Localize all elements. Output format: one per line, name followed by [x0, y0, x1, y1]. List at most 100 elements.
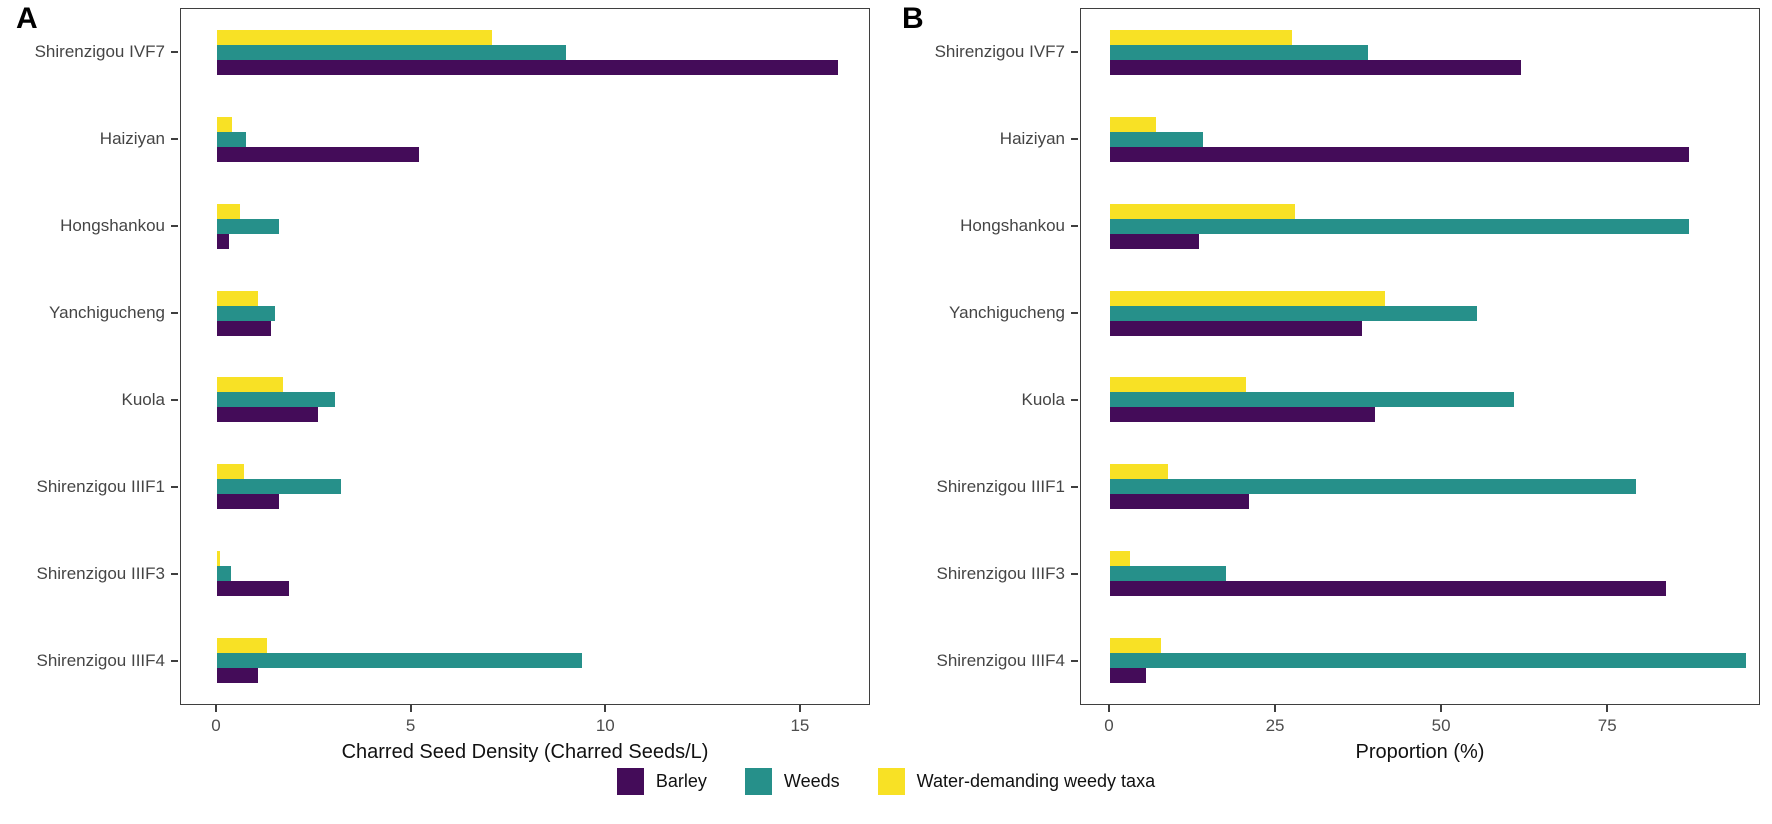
y-tick: [1071, 224, 1078, 227]
bar-weeds: [1109, 218, 1690, 234]
bar-water-demanding-weedy-taxa: [1109, 464, 1169, 480]
bar-barley: [216, 59, 838, 75]
x-tick: [409, 705, 412, 712]
y-tick: [171, 224, 178, 227]
bar-water-demanding-weedy-taxa: [216, 638, 268, 654]
legend-item-barley: Barley: [616, 768, 707, 795]
bar-group: [1081, 96, 1759, 183]
bar-water-demanding-weedy-taxa: [1109, 290, 1385, 306]
bar-weeds: [216, 653, 582, 669]
bar-barley: [1109, 320, 1362, 336]
y-axis-row: Shirenzigou IVF7: [886, 8, 1078, 95]
bar-barley: [216, 494, 279, 510]
bar-weeds: [216, 44, 567, 60]
bar-weeds: [1109, 479, 1637, 495]
bar-group: [1081, 443, 1759, 530]
bar-group: [181, 357, 869, 444]
bar-group: [181, 617, 869, 704]
y-axis-row: Shirenzigou IIIF4: [0, 618, 178, 705]
x-axis-title: Charred Seed Density (Charred Seeds/L): [341, 741, 709, 763]
bar-barley: [1109, 407, 1375, 423]
bar-barley: [1109, 494, 1249, 510]
x-tick: [798, 705, 801, 712]
bar-weeds: [216, 392, 336, 408]
y-axis-row: Hongshankou: [0, 182, 178, 269]
x-tick-label: 25: [1265, 716, 1285, 735]
y-tick: [171, 399, 178, 402]
bar-weeds: [216, 131, 247, 147]
bar-group: [181, 183, 869, 270]
y-axis-labels: Shirenzigou IVF7 Haiziyan Hongshankou Yanch…: [0, 8, 178, 705]
panel-b: B Shirenzigou IVF7 Haiziyan Hongshankou Yanc…: [886, 0, 1772, 824]
bar-group: [181, 96, 869, 183]
bar-weeds: [1109, 653, 1746, 669]
category-label: Shirenzigou IIIF1: [936, 477, 1065, 497]
x-tick: [215, 705, 218, 712]
bar-weeds: [1109, 392, 1514, 408]
category-label: Shirenzigou IIIF4: [936, 651, 1065, 671]
y-tick: [171, 573, 178, 576]
bar-barley: [1109, 59, 1521, 75]
category-label: Shirenzigou IVF7: [934, 41, 1065, 61]
y-tick: [1071, 399, 1078, 402]
bar-group: [1081, 617, 1759, 704]
bar-group: [1081, 270, 1759, 357]
category-label: Shirenzigou IIIF3: [936, 564, 1065, 584]
legend-item-weeds: Weeds: [744, 768, 840, 795]
bar-group: [1081, 183, 1759, 270]
legend-swatch-weeds: [744, 768, 772, 795]
bar-weeds: [1109, 566, 1226, 582]
bar-barley: [216, 668, 258, 684]
panel-label: A: [16, 2, 39, 35]
y-axis-row: Yanchigucheng: [886, 269, 1078, 356]
category-label: Hongshankou: [960, 215, 1065, 235]
y-tick: [1071, 137, 1078, 140]
x-tick: [1107, 705, 1110, 712]
y-axis-row: Shirenzigou IIIF3: [886, 531, 1078, 618]
category-label: Kuola: [1021, 390, 1065, 410]
bar-barley: [1109, 581, 1667, 597]
bar-water-demanding-weedy-taxa: [1109, 29, 1293, 45]
bar-group: [181, 9, 869, 96]
y-tick: [1071, 311, 1078, 314]
y-axis-row: Shirenzigou IIIF4: [886, 618, 1078, 705]
category-label: Yanchigucheng: [49, 302, 165, 322]
bar-water-demanding-weedy-taxa: [1109, 551, 1130, 567]
bar-weeds: [1109, 44, 1369, 60]
bar-weeds: [216, 566, 232, 582]
y-axis-row: Haiziyan: [0, 95, 178, 182]
category-label: Shirenzigou IVF7: [34, 41, 165, 61]
category-label: Haiziyan: [999, 128, 1065, 148]
bar-barley: [216, 233, 229, 249]
x-tick: [604, 705, 607, 712]
y-tick: [171, 486, 178, 489]
legend-label: Water-demanding weedy taxa: [916, 771, 1156, 791]
bar-weeds: [216, 305, 276, 321]
y-tick: [171, 50, 178, 53]
bar-barley: [1109, 668, 1147, 684]
legend: Barley Weeds Water-demanding weedy taxa: [0, 768, 1772, 795]
legend-label: Weeds: [783, 771, 840, 791]
panel-a: A Shirenzigou IVF7 Haiziyan Hongshankou Yanc…: [0, 2, 870, 763]
plot-area: [1080, 8, 1760, 705]
legend-label: Barley: [655, 771, 707, 791]
category-label: Haiziyan: [99, 128, 165, 148]
x-tick: [1440, 705, 1443, 712]
category-label: Hongshankou: [60, 215, 165, 235]
bar-group: [181, 443, 869, 530]
x-tick: [1606, 705, 1609, 712]
bar-water-demanding-weedy-taxa: [216, 377, 283, 393]
bar-water-demanding-weedy-taxa: [1109, 116, 1157, 132]
bar-water-demanding-weedy-taxa: [1109, 203, 1296, 219]
y-axis-row: Haiziyan: [886, 95, 1078, 182]
category-label: Shirenzigou IIIF3: [36, 564, 165, 584]
bar-group: [1081, 9, 1759, 96]
bar-water-demanding-weedy-taxa: [216, 551, 220, 567]
bar-water-demanding-weedy-taxa: [1109, 377, 1246, 393]
bar-water-demanding-weedy-taxa: [216, 203, 241, 219]
x-tick-label: 50: [1431, 716, 1451, 735]
bar-group: [181, 530, 869, 617]
bar-weeds: [1109, 305, 1478, 321]
y-axis-row: Shirenzigou IIIF1: [0, 444, 178, 531]
category-label: Shirenzigou IIIF1: [36, 477, 165, 497]
